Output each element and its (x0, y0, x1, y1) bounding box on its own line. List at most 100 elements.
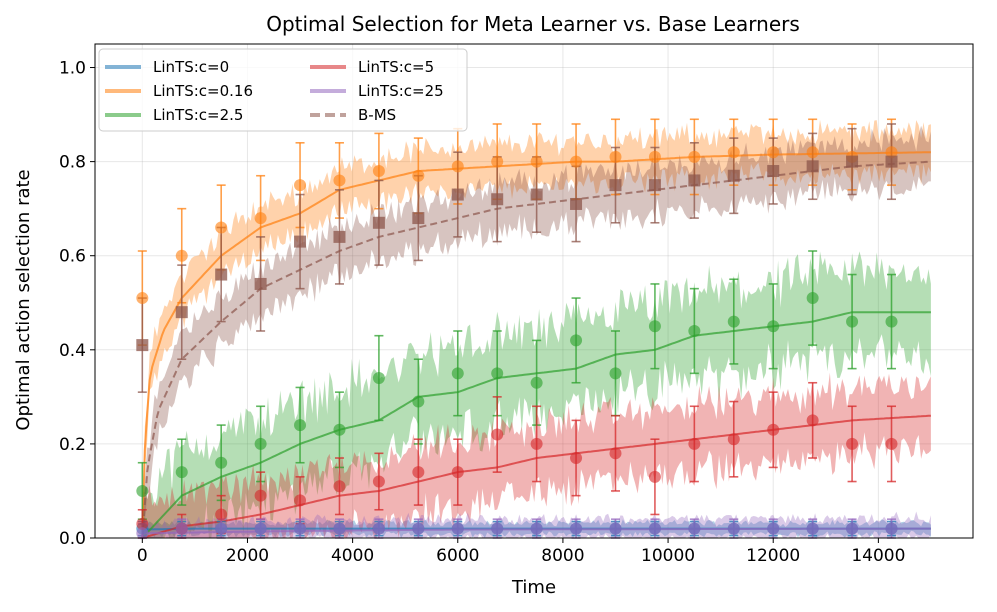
x-axis-label: Time (511, 577, 556, 598)
data-point-B-MS (372, 216, 385, 229)
x-tick-label: 10000 (641, 546, 695, 566)
data-point-B-MS (294, 235, 307, 248)
data-point-LinTS:c=5 (688, 437, 701, 450)
data-point-LinTS:c=25 (491, 522, 504, 535)
data-point-LinTS:c=2.5 (412, 395, 425, 408)
data-point-LinTS:c=25 (609, 522, 622, 535)
data-point-LinTS:c=0.16 (648, 150, 661, 163)
data-point-LinTS:c=2.5 (570, 334, 583, 347)
data-point-B-MS (806, 160, 819, 173)
data-point-B-MS (688, 174, 701, 187)
data-point-LinTS:c=2.5 (372, 372, 385, 385)
data-point-LinTS:c=2.5 (530, 376, 543, 389)
data-point-LinTS:c=25 (451, 522, 464, 535)
data-point-LinTS:c=5 (648, 470, 661, 483)
data-point-LinTS:c=0.16 (688, 150, 701, 163)
data-point-LinTS:c=25 (767, 522, 780, 535)
data-point-LinTS:c=5 (806, 414, 819, 427)
data-point-LinTS:c=5 (727, 433, 740, 446)
data-point-LinTS:c=2.5 (885, 315, 898, 328)
data-point-LinTS:c=25 (175, 522, 188, 535)
data-point-LinTS:c=25 (885, 522, 898, 535)
data-point-LinTS:c=0.16 (451, 160, 464, 173)
data-point-LinTS:c=5 (491, 428, 504, 441)
data-point-LinTS:c=25 (846, 522, 859, 535)
data-point-LinTS:c=0.16 (609, 150, 622, 163)
data-point-LinTS:c=5 (609, 447, 622, 460)
plot-frame (94, 43, 974, 539)
y-tick-label: 0.4 (59, 341, 86, 361)
data-point-B-MS (570, 197, 583, 210)
y-tick-label: 0.8 (59, 153, 86, 173)
data-point-LinTS:c=0.16 (254, 212, 267, 225)
data-point-LinTS:c=5 (846, 437, 859, 450)
data-point-B-MS (609, 179, 622, 192)
data-point-LinTS:c=0.16 (530, 155, 543, 168)
legend-label: LinTS:c=0 (153, 58, 229, 76)
data-point-LinTS:c=5 (254, 489, 267, 502)
data-point-LinTS:c=5 (372, 475, 385, 488)
data-point-LinTS:c=2.5 (451, 367, 464, 380)
data-point-B-MS (530, 188, 543, 201)
data-point-LinTS:c=2.5 (136, 484, 149, 497)
data-point-LinTS:c=0.16 (136, 292, 149, 305)
legend-box (98, 48, 468, 132)
data-point-B-MS (254, 277, 267, 290)
y-axis-label: Optimal action selection rate (13, 169, 34, 430)
x-axis-ticks: 0 2000 4000 6000 8000 10000 12000 14000 (137, 538, 905, 566)
data-point-LinTS:c=25 (333, 522, 346, 535)
data-point-LinTS:c=0.16 (372, 165, 385, 178)
data-point-LinTS:c=0.16 (175, 249, 188, 262)
data-point-LinTS:c=25 (372, 522, 385, 535)
x-tick-label: 12000 (746, 546, 800, 566)
data-point-LinTS:c=5 (530, 437, 543, 450)
legend-label: LinTS:c=5 (358, 58, 434, 76)
data-point-LinTS:c=5 (333, 480, 346, 493)
data-point-LinTS:c=0.16 (491, 155, 504, 168)
data-point-B-MS (412, 212, 425, 225)
x-tick-label: 2000 (226, 546, 269, 566)
series-markers (136, 146, 898, 540)
data-point-LinTS:c=2.5 (175, 466, 188, 479)
legend: LinTS:c=0 LinTS:c=0.16 LinTS:c=2.5 LinTS:c=… (98, 48, 468, 132)
data-point-LinTS:c=0.16 (412, 169, 425, 182)
data-point-LinTS:c=5 (451, 466, 464, 479)
data-point-LinTS:c=2.5 (846, 315, 859, 328)
data-point-B-MS (136, 339, 149, 352)
data-point-B-MS (175, 306, 188, 319)
data-point-B-MS (491, 193, 504, 206)
data-point-LinTS:c=25 (727, 522, 740, 535)
data-point-LinTS:c=25 (570, 522, 583, 535)
data-point-LinTS:c=0.16 (767, 146, 780, 159)
data-point-LinTS:c=5 (767, 423, 780, 436)
data-point-LinTS:c=0.16 (570, 155, 583, 168)
data-point-LinTS:c=0.16 (806, 146, 819, 159)
legend-label: B-MS (358, 106, 396, 124)
data-point-B-MS (648, 179, 661, 192)
data-point-LinTS:c=25 (412, 522, 425, 535)
y-tick-label: 0.6 (59, 247, 86, 267)
x-tick-label: 0 (137, 546, 148, 566)
data-point-LinTS:c=5 (215, 508, 228, 521)
chart-title: Optimal Selection for Meta Learner vs. B… (266, 12, 800, 36)
data-point-LinTS:c=0.16 (727, 146, 740, 159)
data-point-LinTS:c=2.5 (294, 419, 307, 432)
data-point-LinTS:c=0.16 (294, 179, 307, 192)
data-point-LinTS:c=5 (412, 466, 425, 479)
x-tick-label: 4000 (331, 546, 374, 566)
data-point-LinTS:c=2.5 (767, 320, 780, 333)
legend-label: LinTS:c=0.16 (153, 82, 253, 100)
legend-label: LinTS:c=25 (358, 82, 444, 100)
data-point-LinTS:c=25 (254, 522, 267, 535)
data-point-LinTS:c=2.5 (806, 292, 819, 305)
data-point-LinTS:c=0.16 (215, 221, 228, 234)
x-tick-label: 6000 (436, 546, 479, 566)
legend-label: LinTS:c=2.5 (153, 106, 243, 124)
data-point-LinTS:c=2.5 (215, 456, 228, 469)
data-point-LinTS:c=25 (530, 522, 543, 535)
data-point-B-MS (885, 155, 898, 168)
y-axis-ticks: 0.0 0.2 0.4 0.6 0.8 1.0 (59, 59, 95, 549)
data-point-B-MS (846, 155, 859, 168)
data-point-B-MS (767, 165, 780, 178)
